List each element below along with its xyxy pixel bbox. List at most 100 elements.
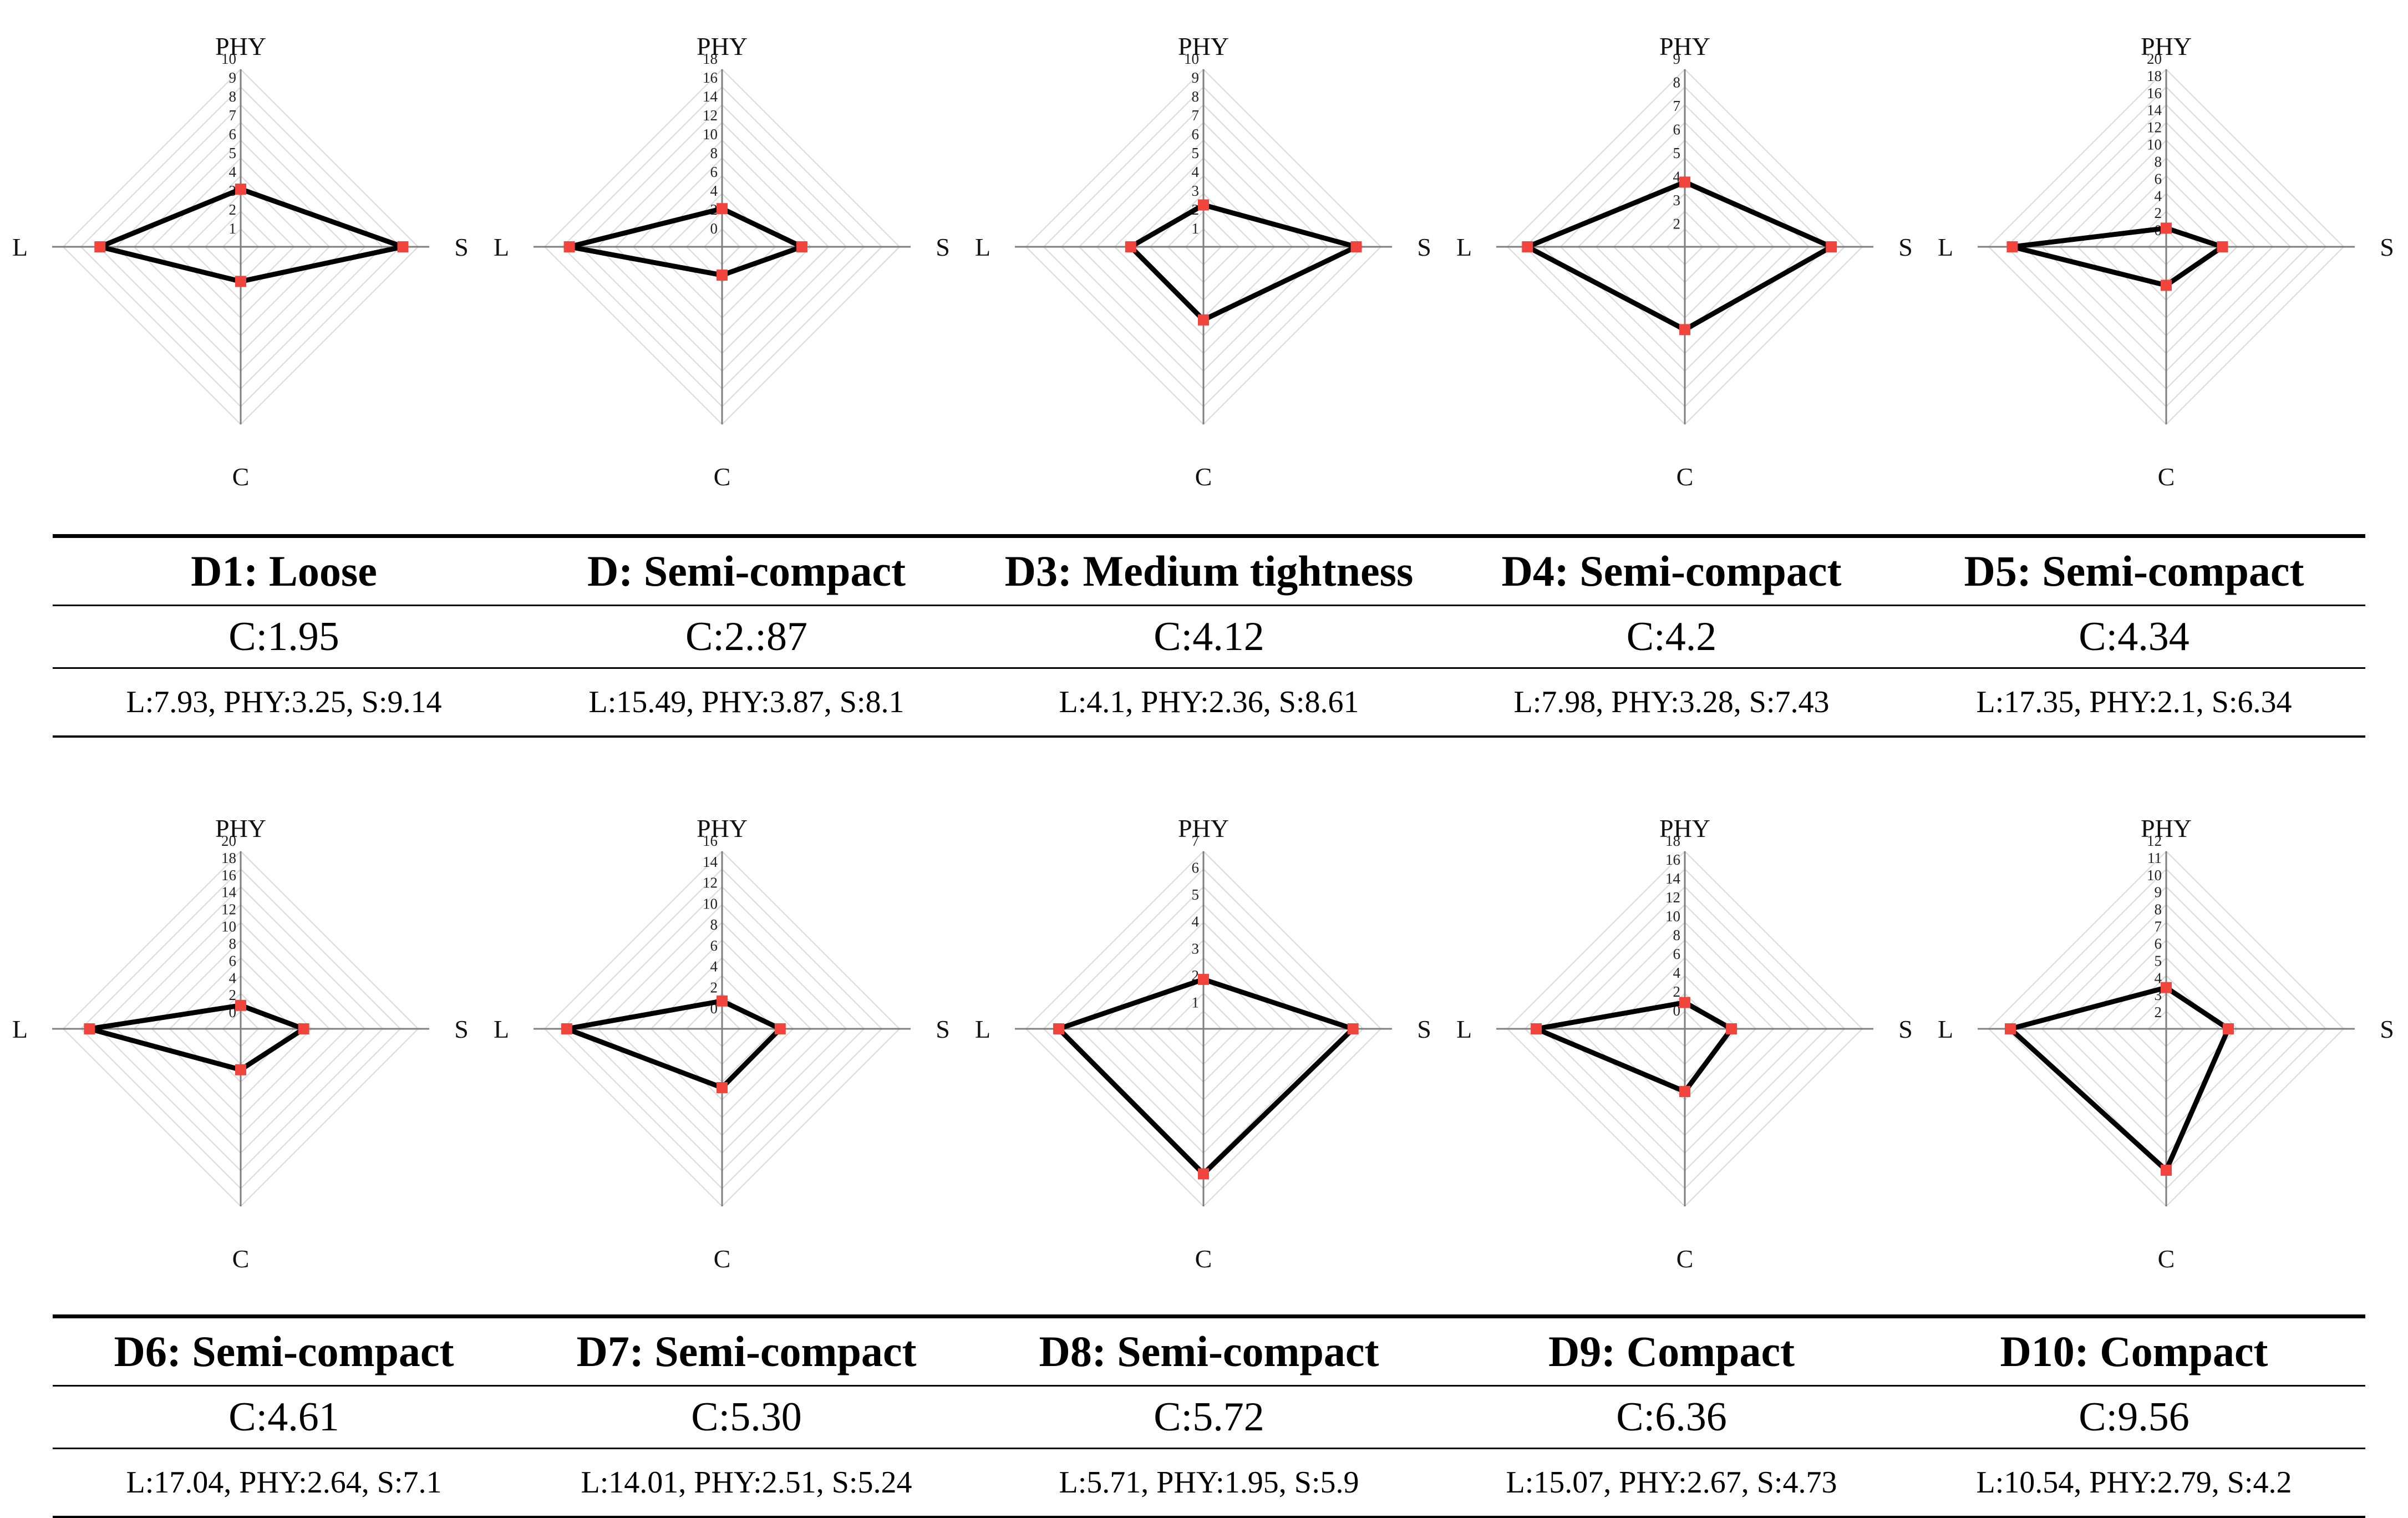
data-point-phy [235,184,246,195]
axis-label-phy: PHY [697,32,748,60]
tick-label: 14 [2147,102,2162,119]
data-point-c [717,270,728,281]
axis-label-s: S [1898,1015,1913,1043]
axis-label-l: L [1456,233,1472,261]
tick-label: 8 [1673,927,1681,943]
tick-label: 8 [710,145,718,161]
component-values: L:15.07, PHY:2.67, S:4.73 [1440,1448,1903,1518]
c-value-row: C:1.95 C:2.:87 C:4.12 C:4.2 C:4.34 [53,605,2365,669]
tick-label: 6 [1673,121,1681,138]
district-title: D4: Semi-compact [1440,534,1903,606]
axis-label-s: S [936,1015,950,1043]
tick-label: 16 [221,867,236,884]
axis-label-phy: PHY [697,814,748,842]
tick-label: 7 [1673,98,1681,114]
summary-table-2: D6: Semi-compact D7: Semi-compact D8: Se… [53,1314,2365,1518]
tick-label: 8 [229,935,237,952]
tick-label: 12 [1665,889,1680,906]
axis-label-l: L [1938,233,1953,261]
tick-label: 4 [229,969,237,986]
district-title: D10: Compact [1903,1314,2365,1387]
data-point-l [94,241,106,252]
tick-label: 14 [1665,870,1681,887]
tick-label: 2 [229,987,237,1003]
data-polygon [2009,225,2225,288]
tick-label: 9 [2155,884,2162,901]
axis-label-c: C [1677,463,1694,491]
tick-label: 12 [703,107,718,124]
axis-label-l: L [494,233,509,261]
data-point-l [2006,241,2018,252]
axis-label-s: S [2380,233,2394,261]
tick-label: 8 [2155,901,2162,918]
tick-label: 9 [1673,50,1681,67]
data-point-s [1826,241,1837,252]
data-polygon [1128,202,1359,323]
tick-label: 6 [2155,935,2162,952]
tick-label: 18 [2147,68,2162,84]
radar-row-2: 0 2 4 6 8 10 12 14 16 18 20 PHY S C L 0 2 4 6 8 10 12 14 16 PHY S… [0,782,2408,1298]
axis-label-l: L [12,233,28,261]
tick-label: 0 [710,220,718,237]
tick-label: 8 [2155,153,2162,170]
c-value: C:9.56 [1903,1385,2365,1449]
c-value: C:5.30 [515,1385,978,1449]
data-point-l [563,241,575,252]
component-values: L:17.04, PHY:2.64, S:7.1 [53,1448,515,1518]
axis-label-s: S [454,1015,469,1043]
axis-label-phy: PHY [215,814,266,842]
c-value: C:4.34 [1903,605,2365,669]
axis-label-s: S [2380,1015,2394,1043]
axis-label-c: C [232,463,250,491]
axis-label-s: S [1417,1015,1431,1043]
tick-label: 8 [1192,88,1200,105]
tick-label: 10 [1665,908,1680,925]
c-value: C:2.:87 [515,605,978,669]
data-point-c [235,1064,246,1075]
tick-label: 5 [1673,145,1681,161]
axis-label-c: C [1677,1245,1694,1273]
tick-label: 6 [710,164,718,180]
radar-charts-1: 1 2 3 4 5 6 7 8 9 10 PHY S C L 0 2 4 6 8 10 12 14 16 18 PHY S C L 1 2… [0,0,2408,516]
tick-label: 2 [2155,205,2162,221]
data-point-s [397,241,409,252]
axis-label-c: C [1195,1245,1212,1273]
data-point-c [2161,280,2172,291]
data-point-c [1198,1168,1209,1180]
data-point-s [1347,1023,1359,1034]
district-title: D: Semi-compact [515,534,978,606]
data-point-c [1679,1086,1690,1098]
data-point-l [1522,241,1533,252]
tick-label: 8 [710,916,718,933]
summary-table-1: D1: Loose D: Semi-compact D3: Medium tig… [53,534,2365,738]
tick-label: 12 [221,901,236,918]
tick-label: 12 [703,875,718,891]
tick-label: 4 [1673,169,1681,185]
tick-label: 5 [229,145,237,161]
tick-label: 9 [229,69,237,86]
data-point-c [1198,314,1209,326]
tick-label: 12 [2147,119,2162,136]
title-row: D6: Semi-compact D7: Semi-compact D8: Se… [53,1314,2365,1387]
tick-label: 12 [2147,832,2162,849]
tick-label: 6 [229,952,237,969]
tick-label: 14 [221,884,237,901]
axis-label-phy: PHY [1659,32,1710,60]
data-point-phy [235,999,246,1011]
tick-label: 10 [703,126,718,143]
axis-label-phy: PHY [1178,814,1229,842]
axis-label-phy: PHY [1659,814,1710,842]
component-values: L:15.49, PHY:3.87, S:8.1 [515,668,978,738]
tick-label: 4 [1192,164,1200,180]
tick-label: 2 [229,201,237,218]
tick-label: 10 [1184,50,1199,67]
district-title: D3: Medium tightness [978,534,1440,606]
data-point-l [1053,1023,1064,1034]
tick-label: 6 [2155,170,2162,187]
data-polygon [2008,985,2231,1173]
